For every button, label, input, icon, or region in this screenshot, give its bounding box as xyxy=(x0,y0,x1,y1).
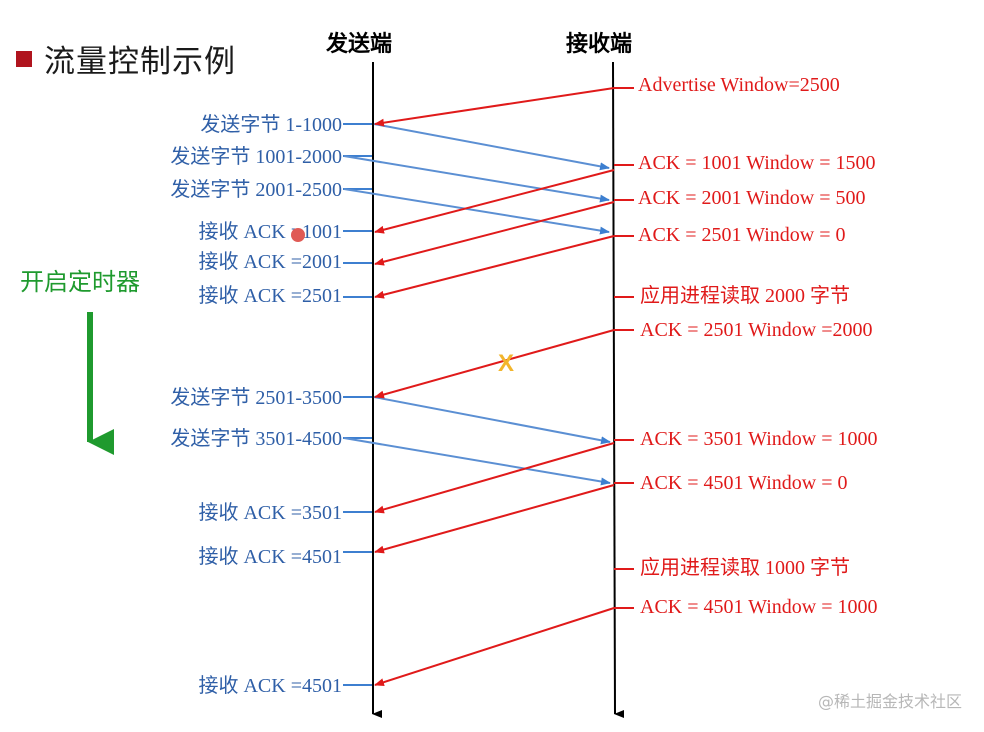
timer-label: 开启定时器 xyxy=(20,268,140,296)
sender-label: 接收 ACK =4501 xyxy=(198,674,342,697)
ack-arrow xyxy=(374,442,615,514)
bullet-square-icon xyxy=(16,50,32,67)
receiver-label: ACK = 2501 Window = 0 xyxy=(638,224,846,246)
receiver-label: 应用进程读取 2000 字节 xyxy=(640,284,850,307)
sender-label: 接收 ACK =3501 xyxy=(198,501,342,524)
sender-header: 发送端 xyxy=(326,32,393,57)
receiver-label: Advertise Window=2500 xyxy=(638,74,840,96)
lost-packet-marker-icon: X xyxy=(498,350,514,377)
sender-label: 发送字节 1-1000 xyxy=(200,113,342,136)
slide-title: 流量控制示例 xyxy=(16,36,236,81)
data-arrow xyxy=(373,123,610,171)
ack-arrow xyxy=(374,607,615,687)
data-arrow xyxy=(343,155,610,203)
receiver-label: ACK = 1001 Window = 1500 xyxy=(638,152,876,174)
sender-label: 发送字节 1001-2000 xyxy=(170,145,342,168)
sender-label: 发送字节 2501-3500 xyxy=(170,386,342,409)
receiver-label: 应用进程读取 1000 字节 xyxy=(640,556,850,579)
receiver-label: ACK = 2501 Window =2000 xyxy=(640,319,873,341)
receiver-label: ACK = 4501 Window = 0 xyxy=(640,472,848,494)
ack-arrow xyxy=(374,201,615,266)
sender-label: 接收 ACK =4501 xyxy=(198,545,342,568)
receiver-header: 接收端 xyxy=(566,32,633,57)
title-text: 流量控制示例 xyxy=(44,44,236,80)
sender-label: 接收 ACK =1001 xyxy=(198,220,342,243)
receiver-label: ACK = 2001 Window = 500 xyxy=(638,187,866,209)
sender-label: 发送字节 2001-2500 xyxy=(170,178,342,201)
ack-arrow xyxy=(374,87,615,127)
data-arrow xyxy=(343,188,610,235)
ack-arrow xyxy=(374,235,615,299)
receiver-timeline xyxy=(612,61,625,718)
receiver-label: ACK = 4501 Window = 1000 xyxy=(640,596,878,618)
data-arrow xyxy=(343,437,611,486)
ack-arrow xyxy=(374,484,615,554)
ack-arrow-lost xyxy=(374,329,615,399)
sender-label: 接收 ACK =2001 xyxy=(198,250,342,273)
sender-label: 发送字节 3501-4500 xyxy=(170,427,342,450)
ack-arrow xyxy=(374,169,615,234)
data-arrow xyxy=(373,396,611,445)
watermark: @稀土掘金技术社区 xyxy=(817,692,962,711)
receiver-label: ACK = 3501 Window = 1000 xyxy=(640,428,878,450)
timer-dot-icon xyxy=(291,228,305,242)
sender-label: 接收 ACK =2501 xyxy=(198,284,342,307)
